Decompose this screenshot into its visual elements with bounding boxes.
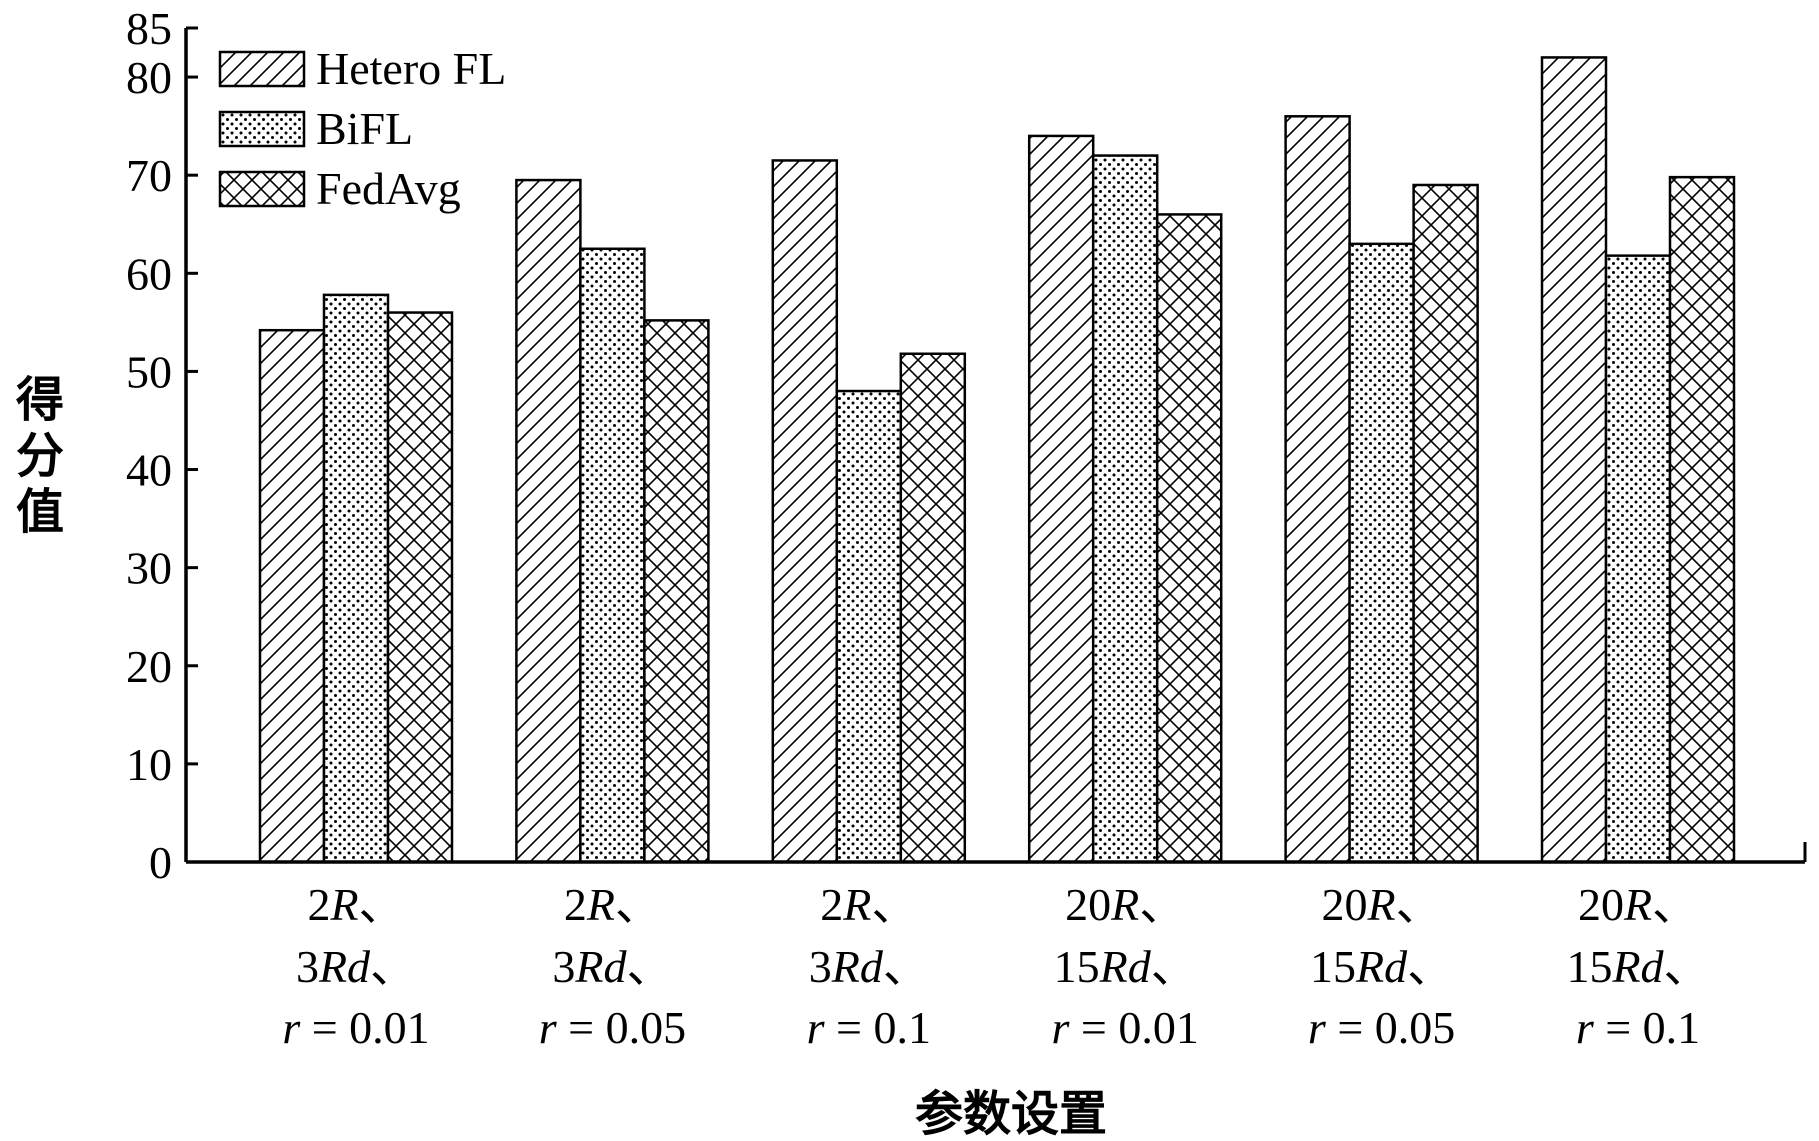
y-tick-label: 0 (149, 837, 172, 888)
x-tick-label: 3Rd、 (809, 941, 929, 992)
axes (184, 28, 1807, 864)
y-tick-label: 80 (126, 52, 172, 103)
x-tick-label: 15Rd、 (1310, 941, 1453, 992)
y-tick-label: 20 (126, 641, 172, 692)
bar-fedavg (1412, 183, 1479, 864)
x-tick-label: 3Rd、 (552, 941, 672, 992)
bar-fedavg (899, 352, 967, 864)
x-tick-label: r = 0.01 (1052, 1002, 1199, 1053)
bar-hetero-fl (1027, 134, 1095, 864)
bar-bifl (322, 293, 390, 864)
bar-fedavg (1668, 175, 1736, 864)
x-tick-label: 2R、 (820, 879, 917, 930)
legend: Hetero FL BiFL FedAvg (218, 43, 506, 214)
x-tick-label: 3Rd、 (296, 941, 416, 992)
bar-bifl (1091, 154, 1159, 864)
y-tick-label: 60 (126, 248, 172, 299)
x-tick-label: 20R、 (1322, 879, 1442, 930)
bar-hetero-fl (258, 328, 326, 864)
bars (258, 56, 1736, 864)
bar-hetero-fl (515, 178, 582, 864)
y-tick-label: 85 (126, 3, 172, 54)
x-tick-label: 15Rd、 (1566, 941, 1709, 992)
y-tick-label: 70 (126, 150, 172, 201)
legend-swatch (218, 110, 306, 148)
bar-hetero-fl (771, 159, 839, 864)
bar-bifl (1348, 242, 1415, 864)
bar-fedavg (643, 319, 710, 864)
y-tick-label: 50 (126, 346, 172, 397)
y-axis-title-text: 得分值 (16, 372, 64, 540)
x-tick-label: 2R、 (307, 879, 404, 930)
y-tick-label: 10 (126, 739, 172, 790)
legend-label: Hetero FL (316, 43, 506, 94)
x-tick-label: 20R、 (1065, 879, 1185, 930)
x-tick-label: 2R、 (564, 879, 661, 930)
legend-label: BiFL (316, 103, 413, 154)
bar-bifl (1604, 254, 1672, 864)
bar-bifl (579, 247, 646, 864)
legend-swatch (218, 50, 306, 88)
bar-hetero-fl (1540, 56, 1608, 864)
y-axis-title: 得分值 (16, 372, 64, 540)
y-tick-label: 40 (126, 445, 172, 496)
x-axis-title: 参数设置 (915, 1086, 1107, 1141)
x-tick-label: r = 0.05 (539, 1002, 686, 1053)
legend-label: FedAvg (316, 163, 461, 214)
y-tick-label: 30 (126, 543, 172, 594)
legend-swatch (218, 170, 306, 208)
x-tick-label: r = 0.05 (1308, 1002, 1455, 1053)
x-tick-label: 20R、 (1578, 879, 1698, 930)
bar-bifl (835, 389, 903, 864)
x-tick-label: r = 0.01 (282, 1002, 429, 1053)
bar-hetero-fl (1284, 115, 1351, 864)
x-tick-label: r = 0.1 (1576, 1002, 1700, 1053)
bar-fedavg (1155, 213, 1223, 864)
bar-fedavg (386, 311, 454, 864)
x-axis-labels: 2R、 3Rd、 r = 0.01 2R、 3Rd、 r = 0.05 2R、 3Rd、 r =… (282, 879, 1709, 1053)
x-tick-label: 15Rd、 (1054, 941, 1197, 992)
x-tick-label: r = 0.1 (807, 1002, 931, 1053)
